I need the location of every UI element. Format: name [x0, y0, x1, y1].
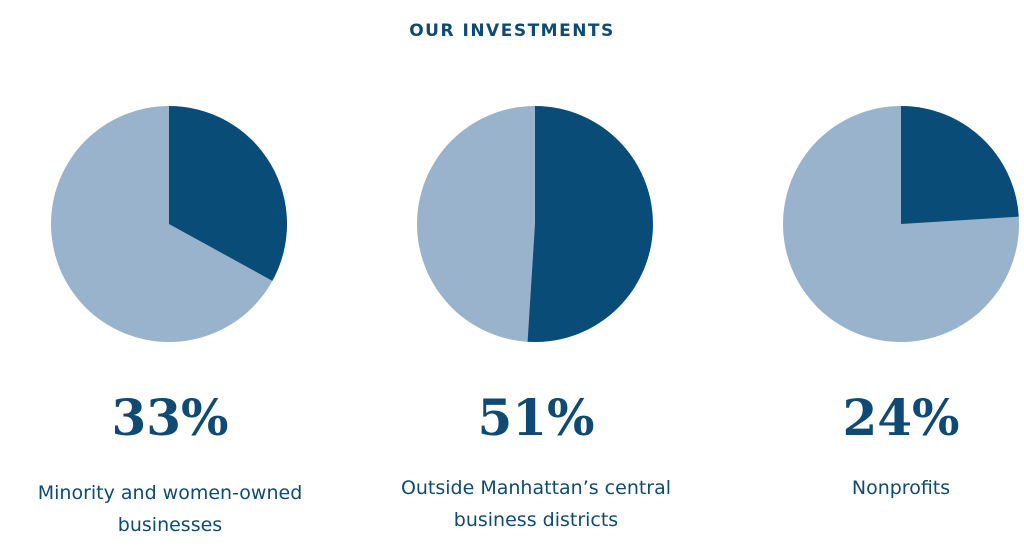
- percent-value: 24%: [842, 388, 960, 447]
- category-label: Minority and women-owned businesses: [37, 482, 303, 536]
- chart-title: OUR INVESTMENTS: [409, 21, 615, 41]
- pie-panel-nonprofits: 24% Nonprofits: [731, 0, 1024, 547]
- pie-slice-highlight: [901, 106, 1019, 224]
- pie-panel-minority-women-owned: 33% Minority and women-owned businesses: [0, 0, 340, 547]
- pie-slice-highlight: [527, 106, 653, 342]
- percent-value: 33%: [111, 388, 229, 447]
- pie-chart: [51, 106, 287, 342]
- pie-chart: [417, 106, 653, 342]
- category-label: Nonprofits: [851, 477, 951, 499]
- pie-slice-highlight: [169, 106, 287, 281]
- pie-panel-outside-manhattan: 51% Outside Manhattan’s central business…: [366, 0, 706, 547]
- percent-value: 51%: [477, 388, 595, 447]
- pie-chart: [783, 106, 1019, 342]
- category-label: Outside Manhattan’s central business dis…: [400, 477, 672, 531]
